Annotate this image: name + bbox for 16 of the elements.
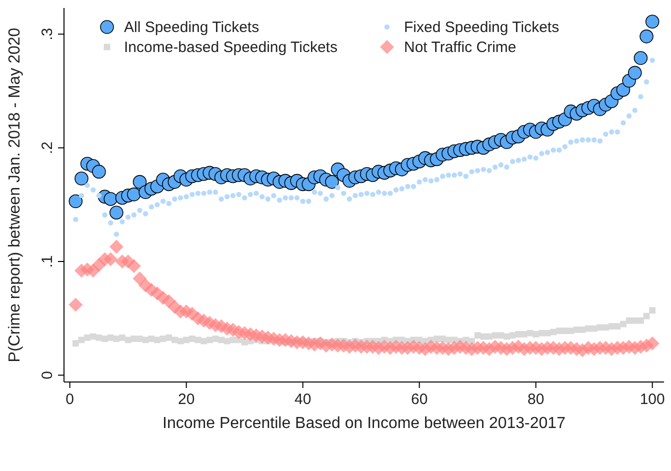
x-tick-label: 0 bbox=[66, 391, 74, 408]
x-tick-label: 40 bbox=[294, 391, 312, 408]
x-tick-label: 20 bbox=[178, 391, 195, 408]
y-tick-label: .3 bbox=[39, 28, 56, 40]
x-tick-label: 80 bbox=[528, 391, 544, 408]
x-tick-label: 100 bbox=[640, 391, 665, 408]
x-axis-title: Income Percentile Based on Income between 2013-2017 bbox=[162, 415, 566, 432]
legend-label: Fixed Speeding Tickets bbox=[404, 18, 560, 36]
y-tick-label: 0 bbox=[39, 371, 56, 380]
y-axis-title: P(Crime report) between Jan. 2018 - May 2020 bbox=[6, 28, 24, 362]
legend-label: All Speeding Tickets bbox=[124, 18, 260, 36]
legend-label: Not Traffic Crime bbox=[404, 38, 516, 56]
y-tick-label: .1 bbox=[39, 255, 56, 268]
legend-label: Income-based Speeding Tickets bbox=[124, 38, 338, 56]
x-tick-label: 60 bbox=[410, 391, 428, 408]
y-tick-label: .2 bbox=[39, 142, 56, 154]
